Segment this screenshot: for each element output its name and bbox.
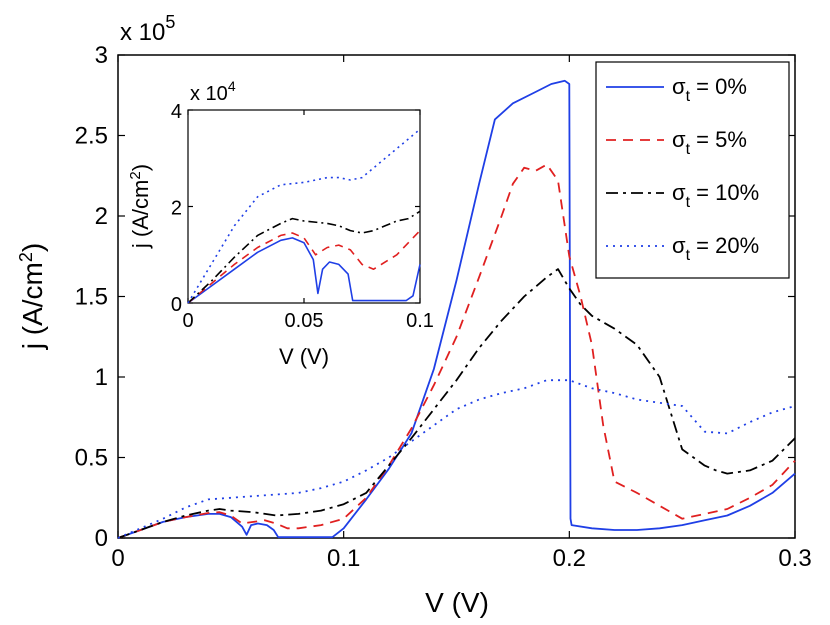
legend-label-sub: t: [686, 141, 691, 158]
inset-y-multiplier-base: x 10: [190, 83, 228, 105]
inset-y-ticks: 0 2 4: [171, 101, 420, 316]
inset-y-axis-label-base: j (A/cm: [128, 180, 153, 249]
main-y-ticks: 0 0.5 1 1.5 2 2.5 3: [75, 42, 795, 552]
main-series-group: [117, 79, 796, 539]
main-x-axis-label: V (V): [425, 587, 489, 618]
inset-y-multiplier-exp: 4: [228, 78, 236, 94]
inset-x-tick-label: 0.05: [285, 310, 324, 332]
inset-plot-frame: [187, 109, 421, 304]
legend-label-rest: = 10%: [690, 180, 759, 205]
main-y-tick-label: 2: [95, 203, 108, 230]
inset-y-tick-label: 2: [171, 198, 182, 220]
inset-x-tick-label: 0.1: [406, 310, 434, 332]
legend-entries: σt = 0%σt = 5%σt = 10%σt = 20%: [606, 74, 759, 264]
legend-label-3: σt = 20%: [672, 233, 759, 264]
main-y-multiplier-base: x 10: [120, 19, 165, 46]
legend-label-sub: t: [686, 247, 691, 264]
legend-box: [595, 61, 790, 279]
legend-label-sigma: σ: [672, 180, 686, 205]
main-y-axis-label-end: ): [17, 243, 48, 252]
main-y-tick-label: 3: [95, 42, 108, 69]
legend-label-sigma: σ: [672, 233, 686, 258]
legend-label-rest: = 0%: [690, 74, 747, 99]
inset-series-line-2: [187, 210, 421, 304]
inset-y-axis-label-end: ): [128, 164, 153, 171]
inset-y-axis-label: j (A/cm2): [127, 164, 153, 249]
legend-label-0: σt = 0%: [672, 74, 747, 105]
legend-label-rest: = 20%: [690, 233, 759, 258]
main-y-multiplier: x 105: [120, 12, 175, 46]
legend-label-sub: t: [686, 88, 691, 105]
inset-axes: 0 0.05 0.1 024 V (V) j (A/cm2) x 104: [127, 78, 434, 369]
legend-label-1: σt = 5%: [672, 127, 747, 158]
inset-x-ticks: 0 0.05 0.1: [182, 110, 434, 332]
main-y-tick-label: 0.5: [75, 445, 108, 472]
inset-y-axis-label-sup: 2: [127, 171, 144, 179]
main-y-tick-label: 1: [95, 364, 108, 391]
inset-y-multiplier: x 104: [190, 78, 236, 105]
inset-series-line-1: [187, 230, 421, 304]
legend: σt = 0%σt = 5%σt = 10%σt = 20%: [595, 61, 790, 279]
legend-label-sigma: σ: [672, 74, 686, 99]
main-y-tick-label: 0: [95, 525, 108, 552]
main-y-tick-label: 2.5: [75, 123, 108, 150]
main-x-tick-label: 0.1: [327, 545, 360, 572]
main-y-axis-label: j (A/cm2): [16, 243, 48, 350]
inset-series-line-3: [187, 128, 421, 304]
legend-label-sigma: σ: [672, 127, 686, 152]
legend-label-sub: t: [686, 194, 691, 211]
main-x-tick-label: 0: [111, 545, 124, 572]
main-y-axis-label-base: j (A/cm: [17, 262, 48, 350]
main-x-tick-label: 0.3: [778, 545, 811, 572]
legend-label-2: σt = 10%: [672, 180, 759, 211]
inset-x-tick-label: 0: [182, 310, 193, 332]
main-series-line-3: [117, 379, 796, 539]
inset-series-group: [187, 128, 421, 304]
main-y-multiplier-exp: 5: [165, 12, 175, 32]
main-y-tick-label: 1.5: [75, 284, 108, 311]
main-series-line-1: [117, 163, 796, 539]
main-series-line-2: [117, 268, 796, 539]
main-y-axis-label-sup: 2: [16, 252, 36, 262]
inset-series-line-0: [187, 237, 421, 304]
main-x-ticks: 0 0.1 0.2 0.3: [111, 55, 812, 572]
main-x-tick-label: 0.2: [553, 545, 586, 572]
legend-label-rest: = 5%: [690, 127, 747, 152]
inset-y-tick-label: 4: [171, 101, 182, 123]
main-series-line-0: [117, 79, 796, 539]
inset-x-axis-label: V (V): [279, 344, 329, 369]
inset-y-tick-label: 0: [171, 294, 182, 316]
